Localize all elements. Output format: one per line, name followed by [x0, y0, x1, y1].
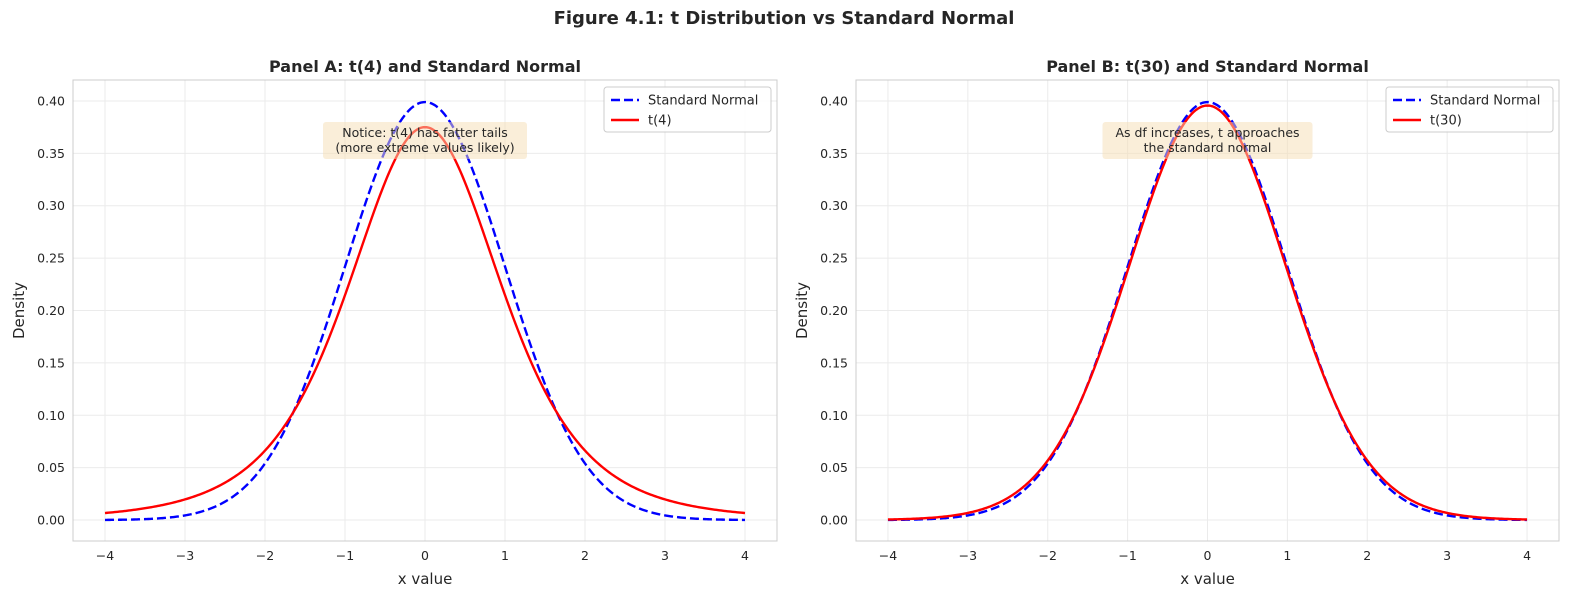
panel-title: Panel B: t(30) and Standard Normal — [1046, 57, 1369, 76]
x-tick-label: −1 — [336, 548, 354, 563]
y-tick-label: 0.20 — [820, 303, 848, 318]
plot-frame — [855, 79, 1560, 542]
annotation-text: the standard normal — [1144, 140, 1272, 155]
y-tick-label: 0.25 — [820, 251, 848, 266]
x-tick-label: −4 — [96, 548, 114, 563]
x-tick-label: 1 — [501, 548, 509, 563]
series-line-standard-normal — [104, 100, 746, 522]
panel-b: −4 −3 −2 −1 0 1 2 3 4 0.00 0.05 0.10 0.15 0.20 0.25 0.3… — [793, 57, 1560, 588]
x-tick-label: 0 — [421, 548, 429, 563]
x-tick-label: 1 — [1283, 548, 1291, 563]
y-tick-label: 0.40 — [820, 93, 848, 108]
x-tick-label: 4 — [741, 548, 749, 563]
x-tick-label: 2 — [581, 548, 589, 563]
y-tick-label: 0.40 — [37, 93, 65, 108]
annotation-text: (more extreme values likely) — [335, 140, 514, 155]
annotation-box — [1102, 122, 1313, 159]
annotation-text: Notice: t(4) has fatter tails — [342, 125, 507, 140]
x-tick-label: −3 — [959, 548, 977, 563]
y-tick-label: 0.00 — [37, 513, 65, 528]
y-tick-label: 0.15 — [820, 355, 848, 370]
x-axis-label: x value — [1180, 570, 1235, 588]
annotation-box — [323, 122, 527, 159]
series-line-t30 — [887, 104, 1528, 521]
y-axis-label: Density — [793, 282, 811, 339]
legend-box — [1385, 86, 1554, 133]
figure-title: Figure 4.1: t Distribution vs Standard N… — [554, 8, 1015, 29]
y-tick-label: 0.05 — [37, 460, 65, 475]
legend-label: Standard Normal — [1430, 94, 1540, 109]
x-tick-label: 3 — [1443, 548, 1451, 563]
y-tick-label: 0.20 — [37, 303, 65, 318]
series-line-standard-normal — [887, 100, 1528, 522]
y-tick-label: 0.10 — [37, 408, 65, 423]
panel-a: −4 −3 −2 −1 0 1 2 3 4 0.00 0.05 0.10 0.15 0.20 0.25 0.3… — [10, 57, 778, 588]
x-tick-label: 2 — [1363, 548, 1371, 563]
y-tick-label: 0.05 — [820, 460, 848, 475]
y-tick-label: 0.10 — [820, 408, 848, 423]
x-axis-label: x value — [398, 570, 453, 588]
y-tick-label: 0.35 — [820, 146, 848, 161]
panel-title: Panel A: t(4) and Standard Normal — [269, 57, 581, 76]
x-tick-label: 3 — [661, 548, 669, 563]
legend-box — [603, 86, 772, 133]
y-axis-label: Density — [10, 282, 28, 339]
y-tick-label: 0.30 — [37, 198, 65, 213]
annotation-text: As df increases, t approaches — [1115, 125, 1299, 140]
y-tick-label: 0.25 — [37, 251, 65, 266]
legend-label: t(4) — [648, 114, 672, 129]
y-tick-label: 0.30 — [820, 198, 848, 213]
legend: Standard Normal t(4) — [603, 86, 772, 133]
x-tick-label: −3 — [176, 548, 194, 563]
x-tick-label: −1 — [1118, 548, 1136, 563]
legend-label: Standard Normal — [648, 94, 758, 109]
x-tick-label: 0 — [1204, 548, 1212, 563]
x-tick-label: 4 — [1523, 548, 1531, 563]
y-tick-label: 0.00 — [820, 513, 848, 528]
plot-frame — [72, 79, 778, 542]
x-tick-label: −4 — [879, 548, 897, 563]
y-tick-label: 0.35 — [37, 146, 65, 161]
y-tick-label: 0.15 — [37, 355, 65, 370]
x-tick-label: −2 — [1039, 548, 1057, 563]
legend: Standard Normal t(30) — [1385, 86, 1554, 133]
x-tick-label: −2 — [256, 548, 274, 563]
legend-label: t(30) — [1430, 114, 1462, 129]
